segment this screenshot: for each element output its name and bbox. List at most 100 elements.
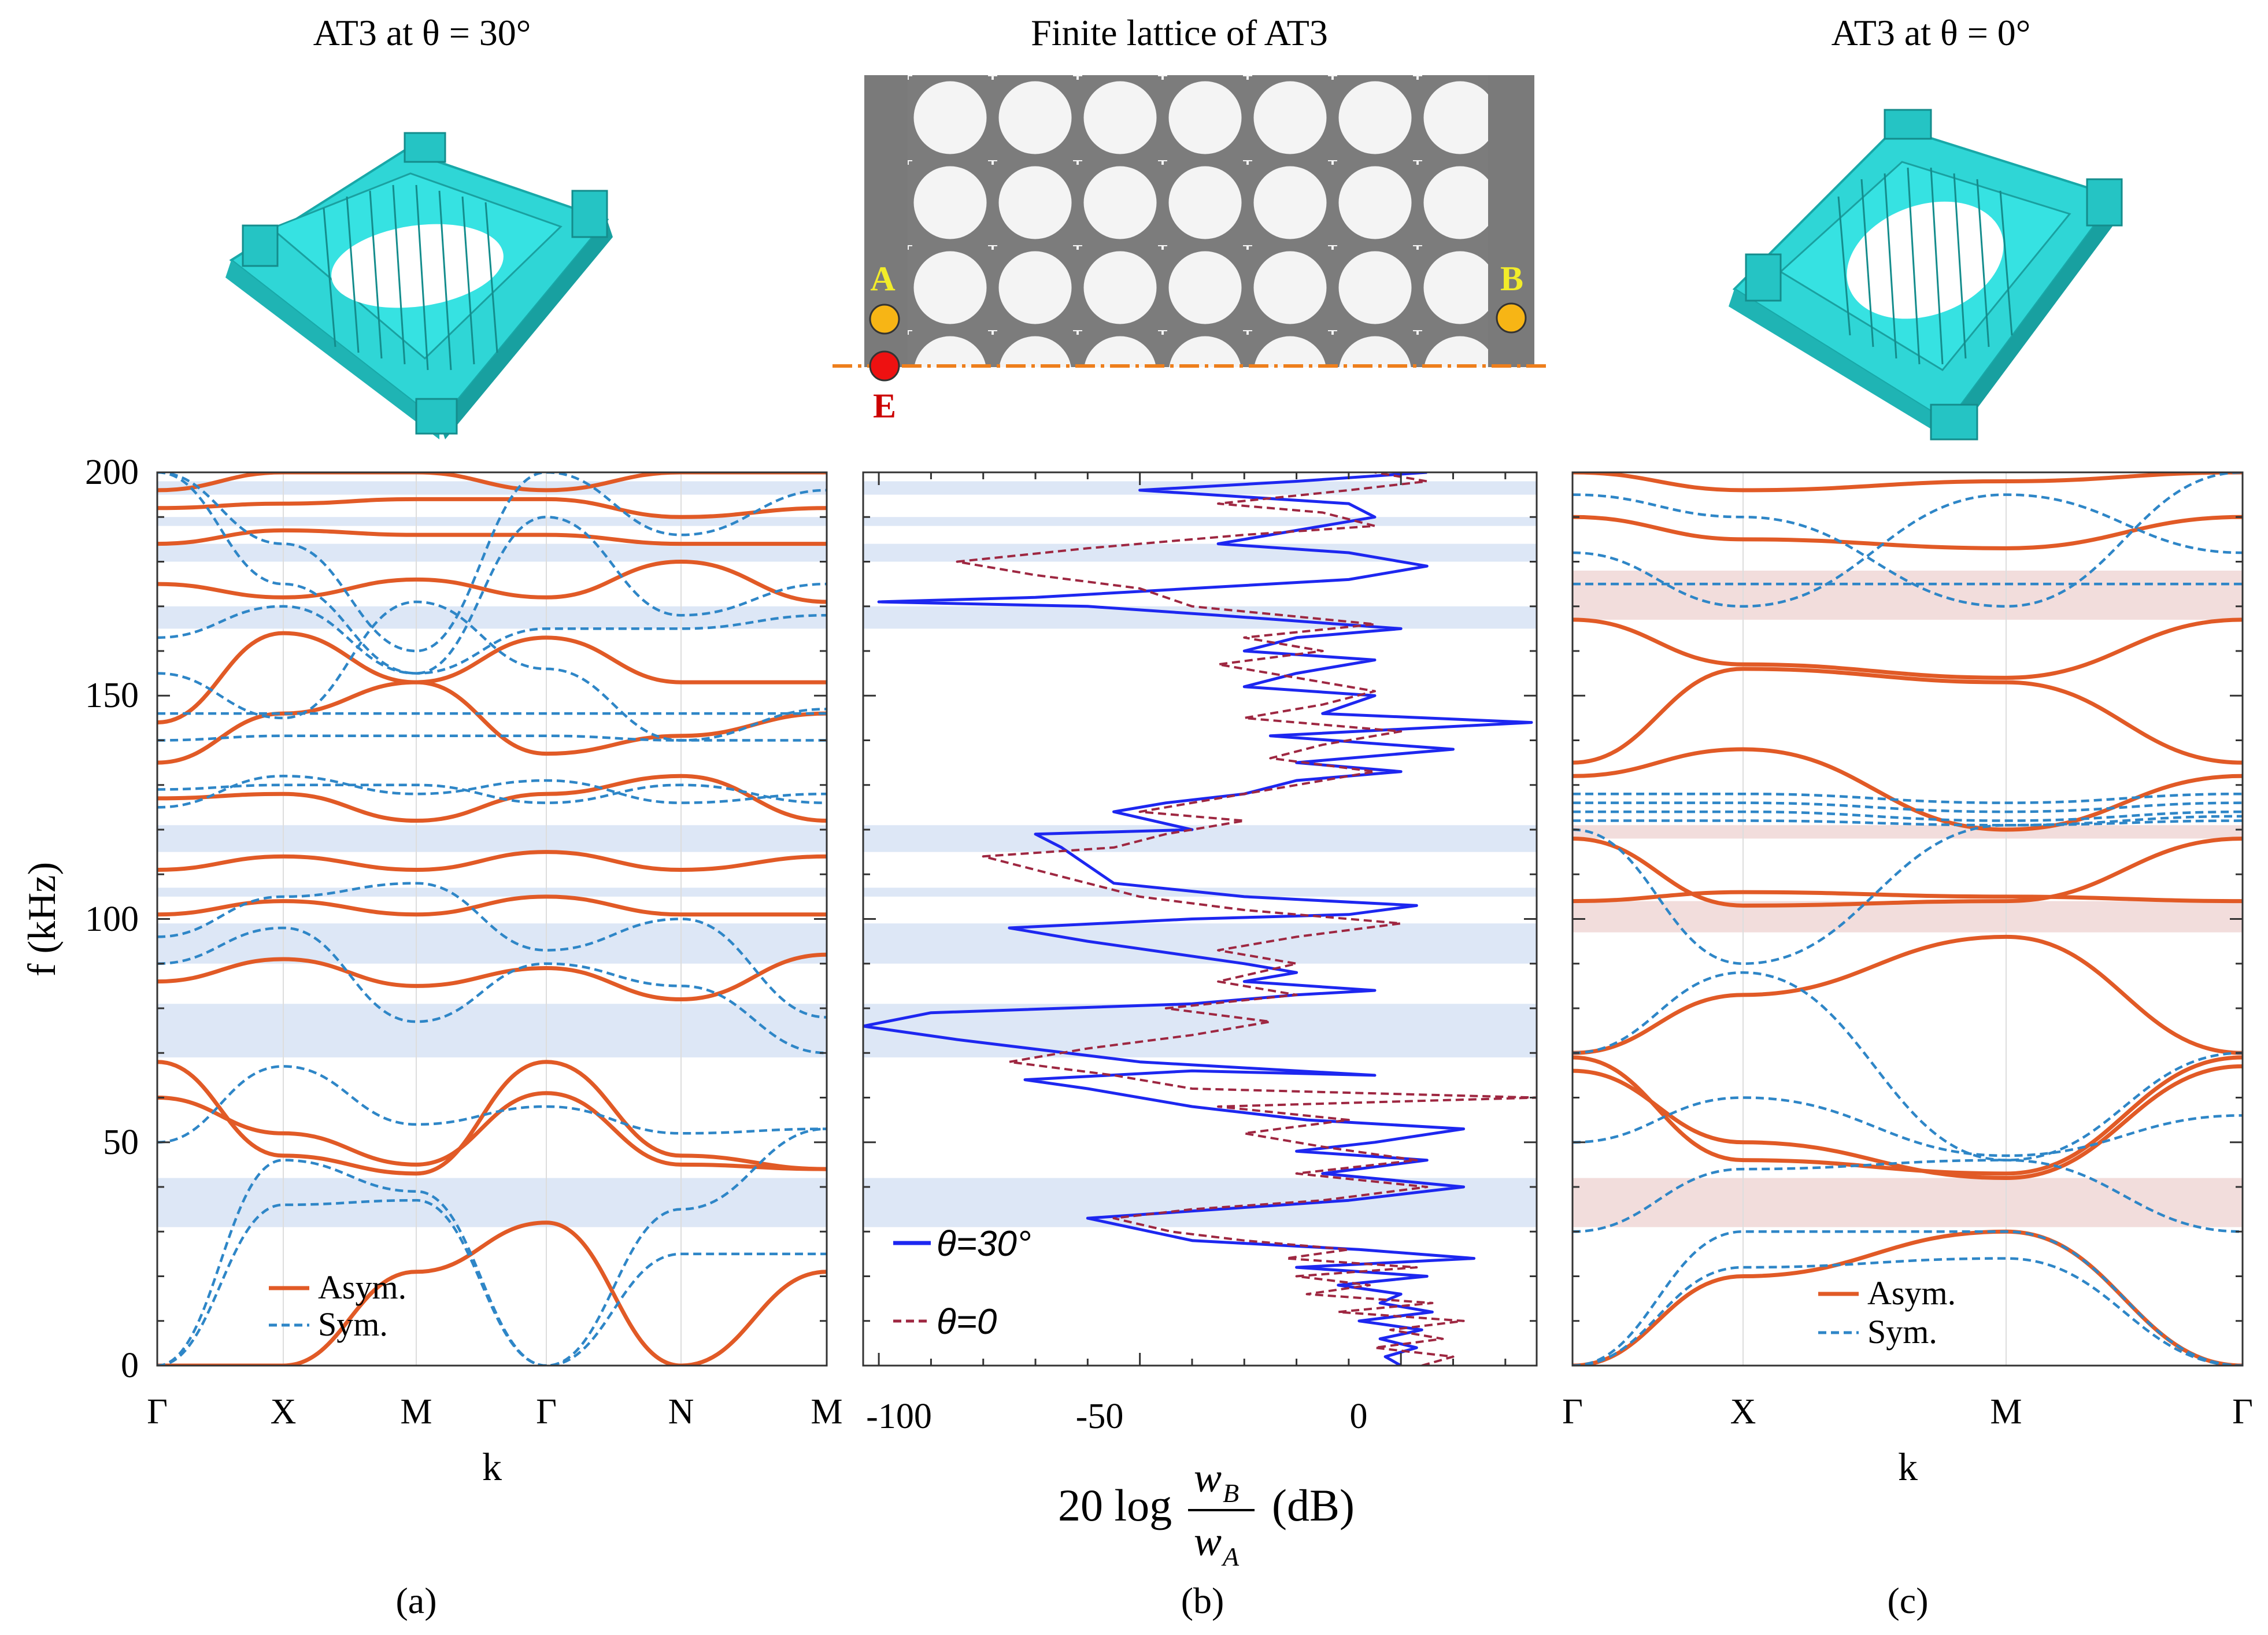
- x-tick-b-100: -100: [866, 1397, 932, 1436]
- y-tick-200: 200: [85, 453, 139, 492]
- sym-band-11: [1573, 493, 2243, 608]
- asym-band-6: [157, 774, 827, 823]
- asym-band-5: [1573, 836, 2243, 908]
- svg-text:A: A: [1221, 1542, 1240, 1571]
- title-left: AT3 at θ = 30°: [313, 12, 531, 53]
- k-label-a-3: Γ: [536, 1392, 557, 1431]
- k-label-c-2: M: [1990, 1392, 2022, 1431]
- panel-c-gridlines: [1742, 472, 2007, 1366]
- sym-band-7: [157, 734, 827, 742]
- sym-band-1: [157, 1127, 827, 1366]
- asym-band-2: [157, 1060, 827, 1176]
- unit-cell-0-deg: [1729, 109, 2123, 441]
- asym-band-3: [157, 952, 827, 1002]
- svg-text:w: w: [1194, 1518, 1222, 1564]
- sym-band-2: [1573, 1159, 2243, 1233]
- asym-band-7: [157, 680, 827, 765]
- band-gap-0: [1573, 1178, 2243, 1227]
- sym-band-3: [157, 926, 827, 1055]
- point-e-label: E: [873, 387, 896, 425]
- point-b-label: B: [1500, 260, 1523, 298]
- y-tick-100: 100: [85, 900, 139, 939]
- y-tick-0: 0: [121, 1346, 139, 1385]
- band-gap-1: [1573, 901, 2243, 933]
- band-gap-6: [863, 543, 1537, 562]
- svg-text:(dB): (dB): [1272, 1480, 1355, 1530]
- asym-band-10: [1573, 472, 2243, 493]
- y-tick-150: 150: [85, 676, 139, 715]
- band-gap-2: [1573, 825, 2243, 839]
- sym-band-4: [157, 882, 827, 1019]
- asym-band-0: [157, 1220, 827, 1366]
- sym-band-6: [1573, 819, 2243, 827]
- band-gap-7: [863, 517, 1537, 526]
- k-label-a-0: Γ: [147, 1392, 168, 1431]
- band-gap-0: [157, 1178, 827, 1227]
- asym-band-10: [157, 528, 827, 546]
- sym-band-0: [157, 1198, 827, 1366]
- sym-band-4: [1573, 971, 2243, 1161]
- sym-band-8: [1573, 801, 2243, 813]
- y-tick-50: 50: [103, 1123, 139, 1162]
- x-tick-b-50: -50: [1076, 1397, 1124, 1436]
- theta-0-line: [956, 472, 1537, 1366]
- sym-band-5: [1573, 815, 2243, 966]
- sym-band-10: [157, 605, 827, 675]
- x-axis-label-b: 20 log w B w A (dB): [1058, 1455, 1355, 1571]
- legend-a: Asym. Sym.: [269, 1268, 406, 1343]
- title-center: Finite lattice of AT3: [1031, 12, 1328, 53]
- band-gap-5: [157, 606, 827, 629]
- caption-b: (b): [1181, 1580, 1224, 1621]
- band-gap-3: [1573, 570, 2243, 620]
- k-label-c-1: X: [1730, 1392, 1756, 1431]
- band-gap-4: [863, 825, 1537, 852]
- sym-band-2: [157, 1065, 827, 1144]
- caption-a: (a): [395, 1580, 436, 1621]
- k-label-a-2: M: [400, 1392, 432, 1431]
- unit-cell-30-deg: [225, 132, 613, 439]
- x-tick-b-0: 0: [1350, 1397, 1368, 1436]
- panel-c-band-gaps: [1573, 570, 2243, 1227]
- sym-band-3: [1573, 1096, 2243, 1157]
- sym-band-7: [1573, 810, 2243, 822]
- sym-band-9: [157, 600, 827, 742]
- k-label-c-0: Γ: [1562, 1392, 1583, 1431]
- x-axis-label-a: k: [482, 1445, 502, 1489]
- svg-text:20 log: 20 log: [1058, 1480, 1172, 1530]
- svg-text:B: B: [1223, 1478, 1239, 1508]
- asym-band-5: [157, 850, 827, 872]
- axis-ticks: [157, 471, 2243, 1367]
- point-a-label: A: [870, 260, 895, 298]
- asym-band-9: [157, 559, 827, 604]
- asym-band-7: [1573, 667, 2243, 765]
- point-b-marker: [1496, 302, 1527, 334]
- theta-30-line: [863, 472, 1533, 1366]
- band-gap-4: [157, 825, 827, 852]
- band-gap-3: [157, 887, 827, 897]
- sym-band-0: [1573, 1230, 2243, 1366]
- band-gap-6: [157, 543, 827, 562]
- legend-b-theta0: θ=0: [937, 1302, 997, 1342]
- asym-band-2: [1573, 1055, 2243, 1176]
- sym-band-6: [157, 783, 827, 804]
- panel-a-curves: [157, 472, 827, 1366]
- sym-band-9: [1573, 792, 2243, 804]
- asym-band-4: [1573, 890, 2243, 904]
- legend-b-theta30: θ=30°: [937, 1224, 1031, 1264]
- asym-band-1: [157, 1091, 827, 1171]
- sym-band-12: [1573, 472, 2243, 608]
- sym-band-5: [157, 775, 827, 809]
- k-label-a-4: N: [668, 1392, 694, 1431]
- panel-a-gridlines: [283, 472, 682, 1366]
- band-gap-7: [157, 517, 827, 526]
- k-label-a-1: X: [271, 1392, 297, 1431]
- band-gap-2: [157, 923, 827, 964]
- band-gap-1: [157, 1004, 827, 1057]
- sym-band-11: [157, 472, 827, 675]
- k-label-c-3: Γ: [2232, 1392, 2253, 1431]
- k-label-a-5: M: [811, 1392, 842, 1431]
- y-axis-label: f (kHz): [20, 862, 64, 976]
- panel-b-band-gaps: [863, 481, 1537, 1227]
- panel-a-band-gaps: [157, 481, 827, 1227]
